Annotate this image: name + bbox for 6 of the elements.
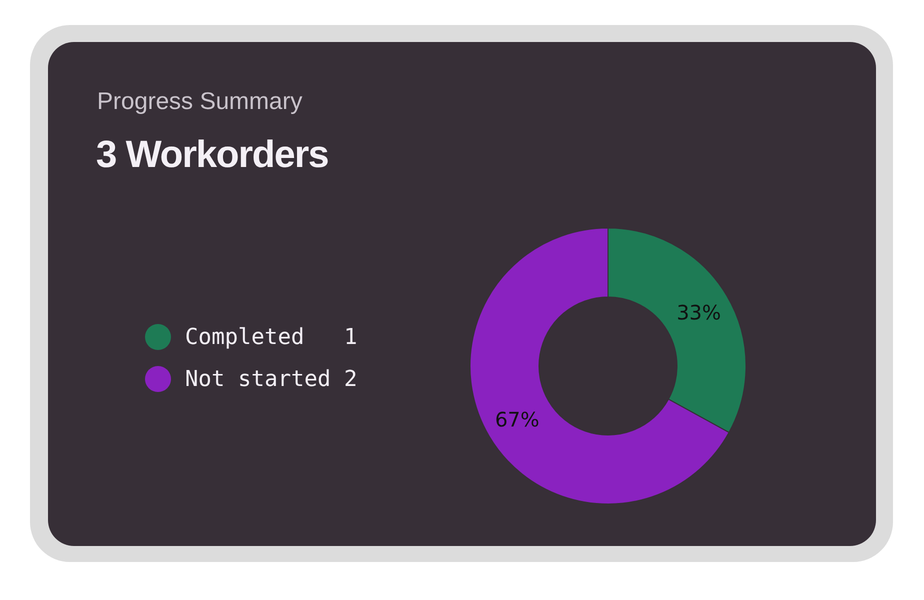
chart-title: 3 Workorders	[96, 134, 328, 177]
data-label: 67%	[494, 408, 540, 432]
legend-label: Not started 2	[185, 366, 358, 392]
legend-label: Completed 1	[185, 324, 358, 350]
chart-subtitle: Progress Summary	[97, 88, 302, 116]
data-label: 33%	[676, 300, 722, 324]
